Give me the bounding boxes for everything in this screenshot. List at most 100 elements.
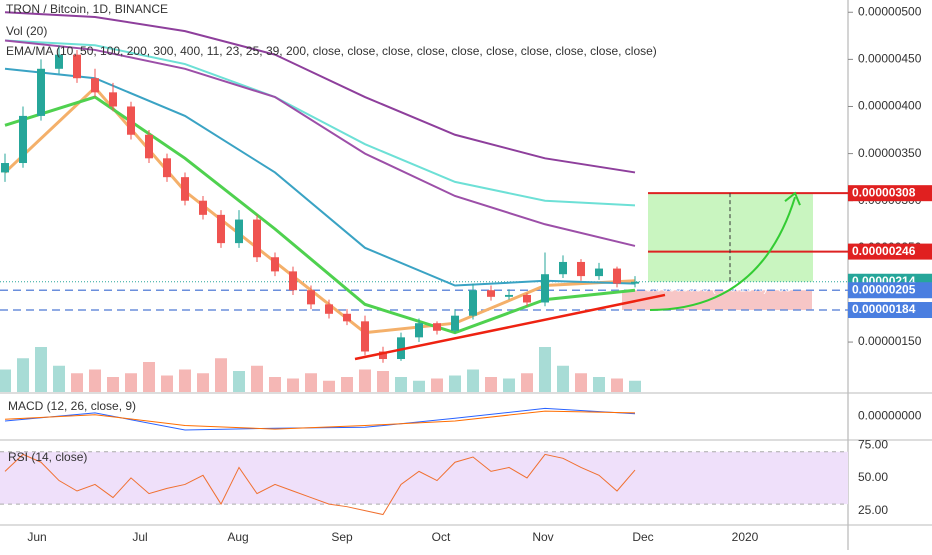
volume-bar	[575, 373, 587, 392]
volume-bar	[323, 380, 335, 392]
x-tick-label: Oct	[432, 530, 451, 544]
price-tag-label: 0.00000184	[852, 302, 916, 316]
y-tick-label: 25.00	[858, 503, 888, 517]
volume-bar	[503, 378, 515, 392]
price-tag	[848, 243, 932, 260]
volume-bar	[341, 377, 353, 392]
macd-line	[4, 410, 636, 430]
volume-bar	[611, 378, 623, 392]
x-tick-label: Aug	[227, 530, 248, 544]
volume-bar	[539, 347, 551, 392]
position-label: 0.00000093 (−30.19%) −93	[645, 280, 791, 294]
volume-bar	[107, 377, 119, 392]
chart-title: TRON / Bitcoin, 1D, BINANCE	[6, 2, 168, 16]
price-tag	[848, 282, 932, 299]
volume-bar	[413, 380, 425, 392]
volume-bar	[161, 375, 173, 392]
candle-body	[487, 290, 495, 297]
candle-body	[523, 294, 531, 303]
candle-body	[325, 304, 333, 314]
volume-bar	[0, 369, 11, 392]
volume-bar	[251, 365, 263, 392]
y-tick-label: 0.00000450	[858, 52, 922, 66]
candle-body	[505, 294, 513, 297]
x-tick-label: Nov	[532, 530, 553, 544]
x-tick-label: Jun	[27, 530, 46, 544]
volume-bar	[89, 369, 101, 392]
ma-line	[4, 95, 636, 335]
candle-body	[199, 200, 207, 215]
candle-body	[559, 261, 567, 275]
y-tick-label: 0.00000150	[858, 334, 922, 348]
candle-body	[145, 134, 153, 159]
candle-body	[181, 177, 189, 201]
candle-body	[73, 54, 81, 79]
price-tag-label: 0.00000205	[852, 282, 916, 296]
volume-bar	[431, 378, 443, 392]
volume-label: Vol (20)	[6, 24, 47, 38]
y-tick-label: 0.00000500	[858, 4, 922, 18]
volume-bar	[53, 365, 65, 392]
rsi-label: RSI (14, close)	[8, 450, 87, 464]
candle-body	[469, 290, 477, 316]
y-tick-label: 50.00	[858, 470, 888, 484]
candle-body	[37, 68, 45, 116]
candle-body	[289, 271, 297, 291]
trendline	[354, 293, 666, 361]
price-tag-label: 0.00000308	[852, 185, 916, 199]
volume-bar	[467, 369, 479, 392]
x-tick-label: Dec	[632, 530, 653, 544]
volume-bar	[629, 380, 641, 392]
x-tick-label: Sep	[331, 530, 353, 544]
volume-bar	[287, 378, 299, 392]
y-tick-label: 75.00	[858, 437, 888, 451]
price-tag	[848, 185, 932, 202]
volume-bar	[35, 347, 47, 392]
volume-bar	[449, 375, 461, 392]
candle-body	[415, 323, 423, 338]
candle-body	[451, 315, 459, 331]
y-tick-label: 0.00000400	[858, 99, 922, 113]
rsi-line	[4, 453, 636, 516]
candle-body	[595, 268, 603, 277]
candle-body	[163, 158, 171, 178]
candle-body	[235, 219, 243, 244]
ma-line	[4, 67, 636, 287]
volume-bar	[197, 373, 209, 392]
candle-body	[361, 321, 369, 352]
price-tag	[848, 302, 932, 319]
x-tick-label: 2020	[732, 530, 759, 544]
ma-line	[4, 11, 636, 174]
rsi-band	[0, 451, 848, 505]
volume-bar	[359, 369, 371, 392]
candle-body	[631, 281, 639, 284]
volume-bar	[593, 377, 605, 392]
volume-bar	[377, 371, 389, 392]
candle-body	[1, 163, 9, 173]
y-tick-label: 0.00000350	[858, 146, 922, 160]
volume-bar	[215, 358, 227, 392]
candle-body	[19, 115, 27, 164]
candle-body	[307, 290, 315, 305]
volume-bar	[143, 362, 155, 392]
volume-bar	[395, 377, 407, 392]
volume-bar	[485, 377, 497, 392]
candle-body	[109, 92, 117, 107]
candle-body	[271, 257, 279, 272]
ma-label: EMA/MA (10, 50, 100, 200, 300, 400, 11, …	[6, 44, 657, 58]
volume-bar	[305, 373, 317, 392]
candle-body	[253, 219, 261, 258]
volume-bar	[179, 369, 191, 392]
volume-bar	[557, 365, 569, 392]
candle-body	[397, 337, 405, 360]
price-tag-label: 0.00000246	[852, 244, 916, 258]
arrow	[649, 191, 801, 312]
volume-bar	[233, 371, 245, 392]
volume-bar	[71, 373, 83, 392]
volume-bar	[17, 358, 29, 392]
macd-label: MACD (12, 26, close, 9)	[8, 399, 136, 413]
candle-body	[379, 351, 387, 360]
ma-line	[4, 39, 636, 247]
stop-zone	[622, 290, 812, 311]
